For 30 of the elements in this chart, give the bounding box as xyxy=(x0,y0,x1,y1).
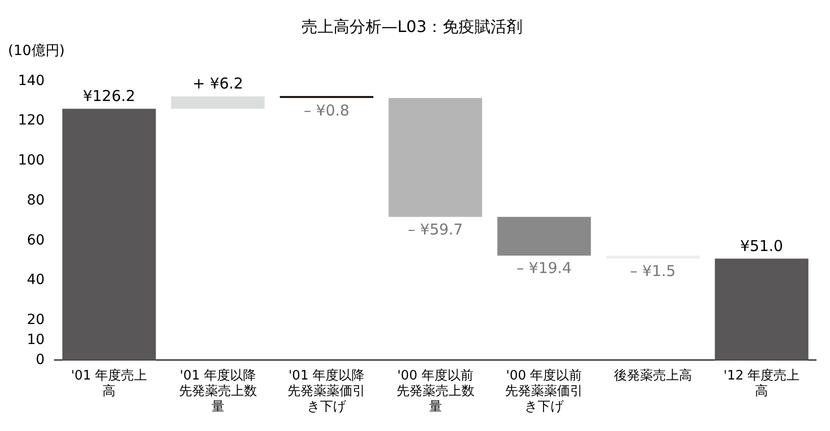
y-tick-label: 140 xyxy=(18,72,45,89)
data-label: ¥126.2 xyxy=(82,87,136,106)
data-label: + ¥6.2 xyxy=(192,74,244,93)
x-tick-label: '01 年度売上高 xyxy=(70,367,148,399)
x-tick-label: '01 年度以降先発薬売上数量 xyxy=(178,367,257,415)
data-label: – ¥1.5 xyxy=(630,262,676,280)
y-tick-label: 0 xyxy=(36,352,45,368)
bar xyxy=(714,258,808,360)
x-tick-label: 後発薬売上高 xyxy=(614,367,692,384)
bar xyxy=(388,98,482,217)
y-tick-label: 100 xyxy=(18,152,45,169)
x-tick-label: '01 年度以降先発薬薬価引き下げ xyxy=(288,367,366,415)
y-tick-label: 120 xyxy=(18,112,45,129)
bar xyxy=(171,96,265,109)
y-tick-label: 80 xyxy=(26,192,45,208)
chart-title: 売上高分析—L03：免疫賦活剤 xyxy=(301,16,523,36)
data-label: – ¥19.4 xyxy=(516,258,572,277)
x-tick-label: '00 年度以前先発薬売上数量 xyxy=(396,367,474,415)
data-label: ¥51.0 xyxy=(740,236,784,255)
data-label: – ¥59.7 xyxy=(408,220,463,238)
y-axis-title: (10億円) xyxy=(8,42,65,60)
bar xyxy=(62,108,156,360)
y-tick-label: 40 xyxy=(26,272,45,288)
x-tick-label: '12 年度売上高 xyxy=(724,367,800,399)
y-tick-label: 20 xyxy=(26,312,45,328)
x-tick-label: '00 年度以前先発薬薬価引き下げ xyxy=(505,367,584,415)
data-label: – ¥0.8 xyxy=(304,101,350,120)
y-tick-label: 10 xyxy=(26,332,45,348)
y-tick-label: 60 xyxy=(26,232,45,248)
bar xyxy=(497,216,591,256)
